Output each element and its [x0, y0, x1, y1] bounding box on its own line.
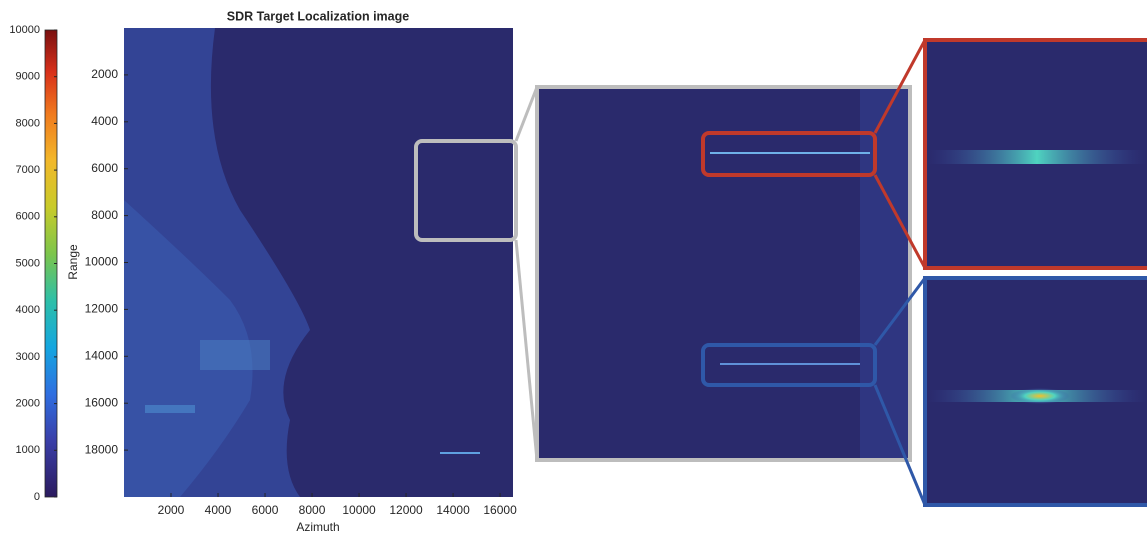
y-tick-label: 18000: [85, 442, 119, 456]
x-tick-label: 10000: [342, 503, 376, 517]
connector: [516, 87, 537, 141]
target-streak: [440, 452, 480, 454]
colorbar-tick-label: 3000: [16, 351, 40, 363]
y-tick-label: 12000: [85, 302, 119, 316]
y-tick-label: 2000: [91, 67, 118, 81]
clutter-region: [860, 89, 908, 458]
colorbar-tick-label: 9000: [16, 71, 40, 83]
x-axis-label: Azimuth: [296, 520, 339, 534]
clutter-region: [145, 405, 195, 413]
colorbar-tick-label: 4000: [16, 304, 40, 316]
zoom-panels: [516, 40, 1147, 505]
colorbar-tick-label: 0: [34, 491, 40, 503]
colorbar-tick-label: 10000: [9, 24, 40, 36]
x-tick-label: 6000: [252, 503, 279, 517]
y-tick-label: 4000: [91, 114, 118, 128]
y-tick-label: 14000: [85, 348, 119, 362]
chart-title: SDR Target Localization image: [227, 9, 409, 23]
y-tick-label: 8000: [91, 208, 118, 222]
target-streak: [927, 150, 1147, 164]
x-tick-label: 8000: [299, 503, 326, 517]
image-area: [124, 28, 516, 497]
colorbar-tick-label: 7000: [16, 164, 40, 176]
y-axis-label: Range: [66, 244, 80, 280]
x-tick-label: 2000: [158, 503, 185, 517]
x-tick-label: 16000: [483, 503, 517, 517]
clutter-region: [200, 340, 270, 370]
figure: SDR Target Localization image Azimuth Ra…: [0, 0, 1147, 536]
x-tick-label: 4000: [205, 503, 232, 517]
colorbar-tick-label: 6000: [16, 211, 40, 223]
y-tick-label: 10000: [85, 255, 119, 269]
target-peak: [1010, 388, 1070, 404]
y-tick-label: 6000: [91, 161, 118, 175]
colorbar-tick-label: 5000: [16, 257, 40, 269]
colorbar-tick-label: 2000: [16, 398, 40, 410]
x-tick-label: 12000: [389, 503, 423, 517]
y-tick-label: 16000: [85, 395, 119, 409]
zoom-panel: [537, 87, 910, 460]
x-tick-label: 14000: [436, 503, 470, 517]
connector: [516, 240, 537, 460]
target-streak: [710, 152, 870, 154]
target-streak: [720, 363, 860, 365]
colorbar-tick-label: 1000: [16, 444, 40, 456]
colorbar-tick-label: 8000: [16, 117, 40, 129]
